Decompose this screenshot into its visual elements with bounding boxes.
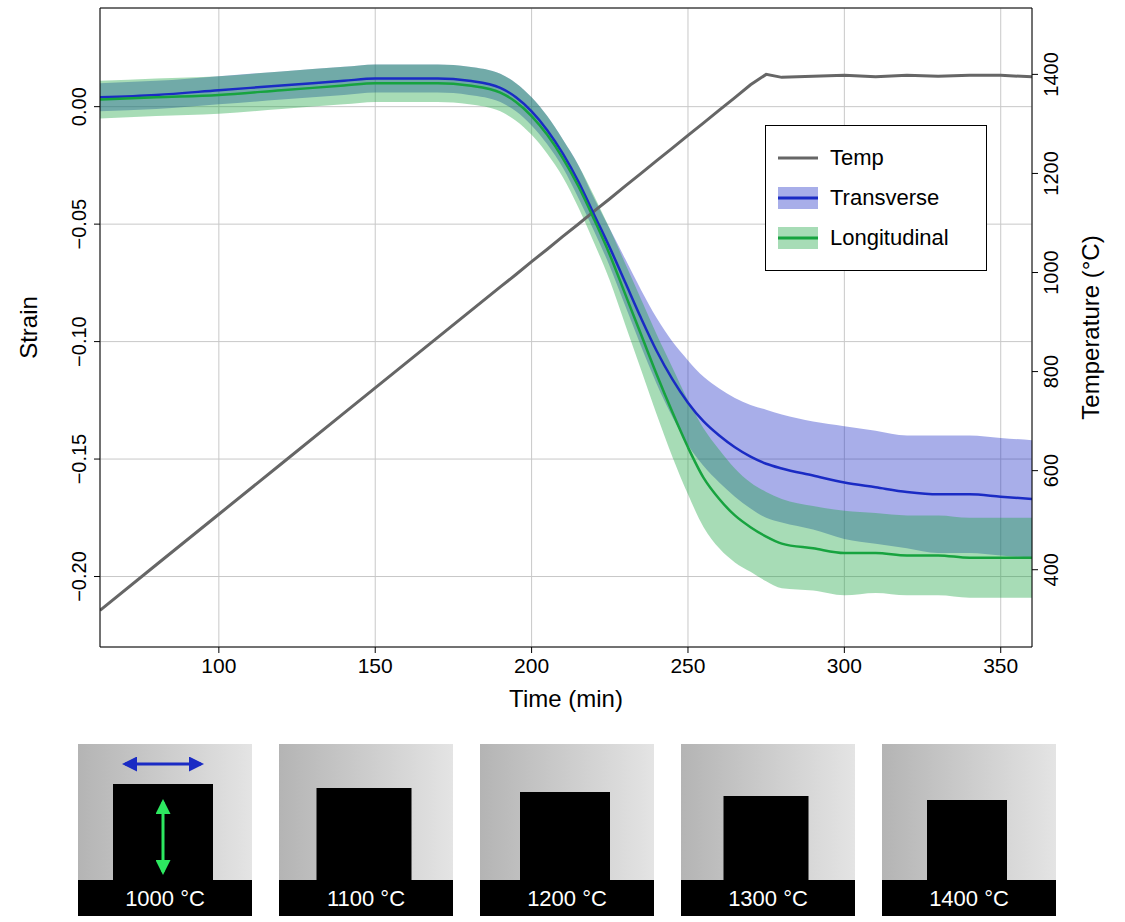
svg-text:1200: 1200	[1040, 151, 1062, 196]
svg-text:1400 °C: 1400 °C	[929, 886, 1009, 911]
html-text:Temp: Temp	[830, 145, 884, 170]
svg-text:1100 °C: 1100 °C	[327, 886, 405, 911]
svg-text:1200 °C: 1200 °C	[527, 886, 607, 911]
svg-text:−0.15: −0.15	[68, 434, 90, 485]
svg-text:0.00: 0.00	[68, 87, 90, 126]
svg-text:300: 300	[827, 654, 862, 677]
svg-text:1300 °C: 1300 °C	[728, 886, 808, 911]
svg-text:−0.05: −0.05	[68, 199, 90, 250]
svg-text:100: 100	[201, 654, 236, 677]
svg-text:Strain: Strain	[15, 296, 42, 359]
svg-text:Temperature (°C): Temperature (°C)	[1077, 235, 1104, 419]
svg-text:600: 600	[1040, 454, 1062, 487]
svg-text:800: 800	[1040, 355, 1062, 388]
svg-text:200: 200	[514, 654, 549, 677]
svg-text:−0.10: −0.10	[68, 316, 90, 367]
svg-text:1000 °C: 1000 °C	[125, 886, 205, 911]
html-text:Longitudinal: Longitudinal	[830, 225, 949, 250]
svg-text:150: 150	[358, 654, 393, 677]
svg-text:1400: 1400	[1040, 52, 1062, 97]
svg-text:250: 250	[670, 654, 705, 677]
svg-text:−0.20: −0.20	[68, 551, 90, 602]
svg-text:400: 400	[1040, 553, 1062, 586]
html-text:Transverse: Transverse	[830, 185, 940, 210]
svg-text:1000: 1000	[1040, 250, 1062, 295]
svg-text:Time (min): Time (min)	[509, 685, 623, 712]
svg-text:350: 350	[983, 654, 1018, 677]
